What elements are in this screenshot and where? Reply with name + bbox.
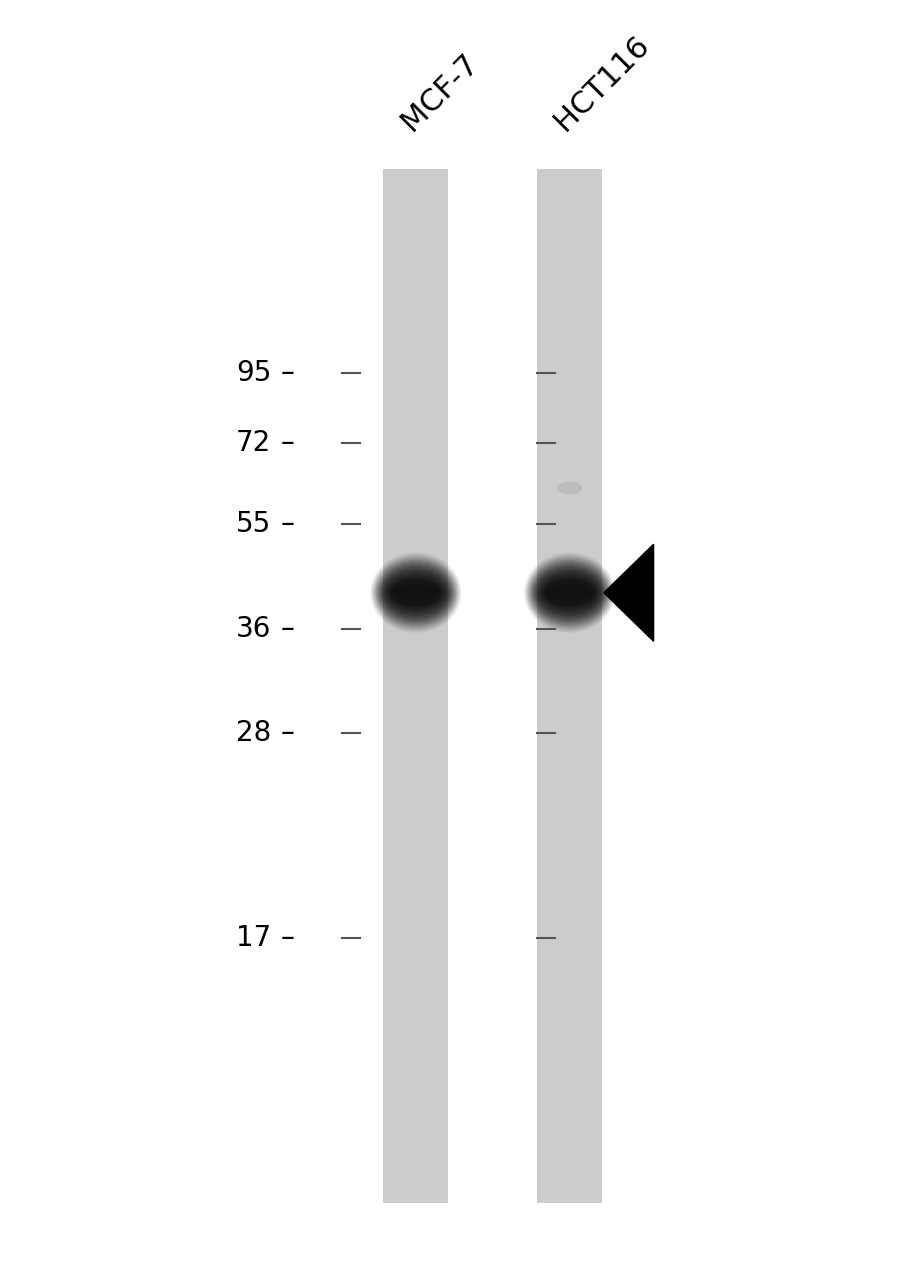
Text: –: – [280,509,293,538]
Ellipse shape [532,564,606,621]
Text: MCF-7: MCF-7 [395,49,483,137]
Text: 55: 55 [236,509,271,538]
Text: 28: 28 [236,719,271,748]
Text: 17: 17 [236,924,271,951]
Ellipse shape [372,556,459,630]
Ellipse shape [374,558,457,628]
Ellipse shape [530,562,608,623]
Ellipse shape [376,559,455,626]
Ellipse shape [378,564,452,621]
Ellipse shape [380,567,451,618]
Ellipse shape [384,572,447,614]
Text: –: – [280,429,293,457]
Ellipse shape [370,553,461,632]
Ellipse shape [535,570,602,616]
Ellipse shape [527,558,610,628]
Text: –: – [280,614,293,643]
Ellipse shape [537,572,600,614]
Text: –: – [280,719,293,748]
Ellipse shape [382,570,449,616]
Ellipse shape [556,481,582,494]
Ellipse shape [545,584,592,602]
Text: –: – [280,358,293,387]
Ellipse shape [543,579,595,607]
Text: HCT116: HCT116 [548,31,655,137]
Text: –: – [280,924,293,951]
Bar [383,169,448,1203]
Ellipse shape [541,576,597,609]
Ellipse shape [539,573,599,612]
Ellipse shape [386,573,445,612]
Text: 95: 95 [236,358,271,387]
Text: 72: 72 [236,429,271,457]
Ellipse shape [389,579,442,607]
Ellipse shape [524,553,614,632]
Ellipse shape [529,559,609,626]
Bar [536,169,601,1203]
Ellipse shape [526,556,612,630]
Polygon shape [603,544,653,641]
Ellipse shape [534,567,604,618]
Ellipse shape [392,584,439,602]
Ellipse shape [387,576,443,609]
Ellipse shape [377,562,454,623]
Text: 36: 36 [236,614,271,643]
